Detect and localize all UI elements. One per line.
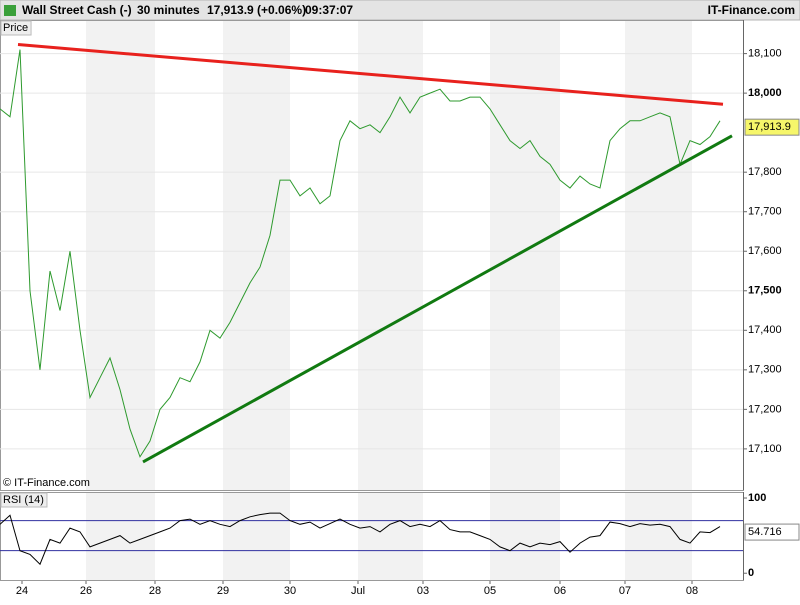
logo-icon	[4, 5, 16, 16]
x-tick-label: 05	[484, 585, 496, 597]
y-tick-label: 17,100	[748, 443, 782, 455]
day-band	[358, 493, 423, 580]
y-tick-label: 17,600	[748, 245, 782, 257]
x-tick-label: 28	[149, 585, 161, 597]
quote: 17,913.9 (+0.06%)	[207, 3, 306, 17]
trend-line	[17, 43, 724, 106]
day-band	[358, 21, 423, 490]
series-line	[0, 512, 721, 566]
x-tick-label: 08	[686, 585, 698, 597]
day-band	[490, 21, 560, 490]
x-tick-label: 03	[417, 585, 429, 597]
last-value-box	[744, 118, 800, 136]
brand: IT-Finance.com	[708, 3, 795, 17]
day-band	[223, 21, 290, 490]
y-tick-label: 18,000	[748, 87, 782, 99]
y-tick-label: 100	[748, 492, 766, 504]
last-value-label: 54.716	[748, 526, 782, 538]
panel-label: Price	[3, 22, 28, 34]
day-band	[86, 21, 155, 490]
x-tick-label: 24	[16, 585, 28, 597]
panel-label-box	[0, 20, 32, 36]
y-tick-label: 17,800	[748, 166, 782, 178]
last-value-box	[744, 523, 800, 541]
credit: © IT-Finance.com	[3, 477, 90, 489]
symbol: Wall Street Cash (-)	[22, 3, 132, 17]
day-band	[625, 21, 692, 490]
series-line	[0, 49, 721, 458]
y-tick-label: 0	[748, 567, 754, 579]
trend-line	[142, 134, 733, 464]
x-tick-label: 06	[554, 585, 566, 597]
x-tick-label: 26	[80, 585, 92, 597]
day-band	[490, 493, 560, 580]
panel-label-box	[0, 492, 48, 508]
day-band	[223, 493, 290, 580]
x-tick-label: 29	[217, 585, 229, 597]
time: 09:37:07	[305, 3, 353, 17]
x-tick-label: 30	[284, 585, 296, 597]
y-tick-label: 17,400	[748, 324, 782, 336]
y-tick-label: 17,300	[748, 364, 782, 376]
y-tick-label: 17,200	[748, 403, 782, 415]
y-tick-label: 17,700	[748, 206, 782, 218]
last-value-label: 17,913.9	[748, 121, 791, 133]
y-tick-label: 17,500	[748, 285, 782, 297]
panel-label: RSI (14)	[3, 494, 44, 506]
y-tick-label: 18,100	[748, 48, 782, 60]
day-band	[625, 493, 692, 580]
x-tick-label: 07	[619, 585, 631, 597]
period: 30 minutes	[137, 3, 200, 17]
x-tick-label: Jul	[351, 585, 365, 597]
